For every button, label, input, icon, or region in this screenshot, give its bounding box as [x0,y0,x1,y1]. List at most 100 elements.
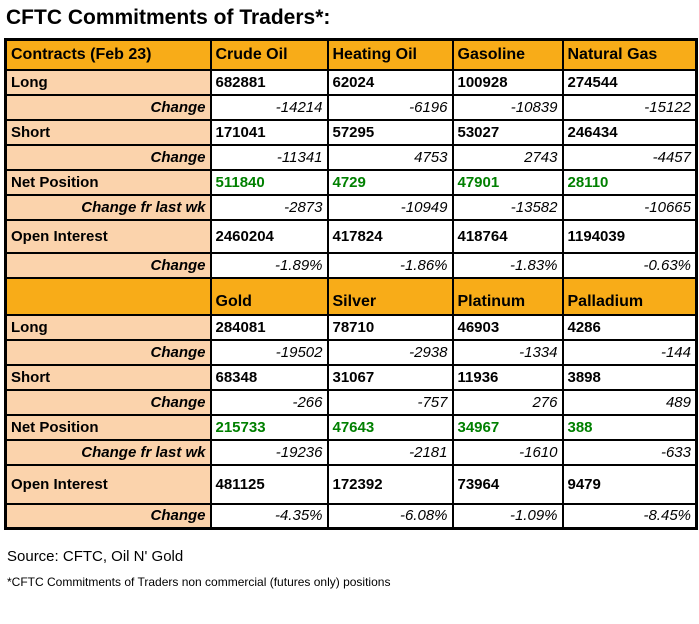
value-cell: -1.86% [326,251,454,279]
value-cell: -10839 [451,93,564,121]
value-cell: 2743 [451,143,564,171]
footnote-text: *CFTC Commitments of Traders non commerc… [7,575,391,589]
value-cell: 31067 [326,363,454,391]
row-label: Change [4,251,212,279]
row-label: Change [4,143,212,171]
value-cell: 57295 [326,118,454,146]
value-cell: 246434 [561,118,698,146]
value-cell: 215733 [209,413,329,441]
value-cell: 46903 [451,313,564,341]
value-cell: -266 [209,388,329,416]
column-header-blank [4,276,212,316]
value-cell: 62024 [326,68,454,96]
value-cell: 284081 [209,313,329,341]
value-cell: -19236 [209,438,329,466]
metals-row-net-position: Net Position 215733 47643 34967 388 [4,413,698,441]
energy-row-net-change-wk: Change fr last wk -2873 -10949 -13582 -1… [4,193,698,221]
metals-row-open-interest: Open Interest 481125 172392 73964 9479 [4,463,698,505]
row-label: Change [4,93,212,121]
value-cell: -11341 [209,143,329,171]
value-cell: 78710 [326,313,454,341]
metals-row-oi-change: Change -4.35% -6.08% -1.09% -8.45% [4,502,698,530]
column-header-natural-gas: Natural Gas [561,38,698,71]
row-label: Open Interest [4,218,212,254]
metals-row-long-change: Change -19502 -2938 -1334 -144 [4,338,698,366]
value-cell: 417824 [326,218,454,254]
metals-header-row: Gold Silver Platinum Palladium [4,276,698,316]
row-label: Net Position [4,413,212,441]
page-title: CFTC Commitments of Traders*: [6,6,331,29]
energy-row-net-position: Net Position 511840 4729 47901 28110 [4,168,698,196]
value-cell: 47643 [326,413,454,441]
row-label: Net Position [4,168,212,196]
value-cell: -757 [326,388,454,416]
value-cell: 34967 [451,413,564,441]
row-label: Change fr last wk [4,193,212,221]
column-header-contracts: Contracts (Feb 23) [4,38,212,71]
value-cell: -4.35% [209,502,329,530]
metals-row-short-change: Change -266 -757 276 489 [4,388,698,416]
column-header-gasoline: Gasoline [451,38,564,71]
row-label: Short [4,118,212,146]
cot-table: Contracts (Feb 23) Crude Oil Heating Oil… [4,38,698,530]
row-label: Change [4,338,212,366]
value-cell: -4457 [561,143,698,171]
metals-row-net-change-wk: Change fr last wk -19236 -2181 -1610 -63… [4,438,698,466]
value-cell: 11936 [451,363,564,391]
value-cell: 100928 [451,68,564,96]
value-cell: -1.83% [451,251,564,279]
row-label: Change fr last wk [4,438,212,466]
value-cell: 388 [561,413,698,441]
energy-row-long: Long 682881 62024 100928 274544 [4,68,698,96]
value-cell: -10949 [326,193,454,221]
column-header-gold: Gold [209,276,329,316]
value-cell: 418764 [451,218,564,254]
value-cell: 3898 [561,363,698,391]
value-cell: 481125 [209,463,329,505]
value-cell: 4729 [326,168,454,196]
value-cell: -14214 [209,93,329,121]
value-cell: -2873 [209,193,329,221]
value-cell: -10665 [561,193,698,221]
column-header-palladium: Palladium [561,276,698,316]
value-cell: -8.45% [561,502,698,530]
value-cell: -2181 [326,438,454,466]
metals-row-short: Short 68348 31067 11936 3898 [4,363,698,391]
column-header-heating-oil: Heating Oil [326,38,454,71]
row-label: Change [4,502,212,530]
value-cell: -19502 [209,338,329,366]
value-cell: -15122 [561,93,698,121]
value-cell: 47901 [451,168,564,196]
value-cell: 68348 [209,363,329,391]
value-cell: -13582 [451,193,564,221]
value-cell: 2460204 [209,218,329,254]
value-cell: -1.89% [209,251,329,279]
source-text: Source: CFTC, Oil N' Gold [7,548,184,565]
value-cell: 4753 [326,143,454,171]
value-cell: 1194039 [561,218,698,254]
value-cell: 171041 [209,118,329,146]
column-header-silver: Silver [326,276,454,316]
value-cell: -2938 [326,338,454,366]
value-cell: 9479 [561,463,698,505]
value-cell: 511840 [209,168,329,196]
value-cell: -144 [561,338,698,366]
row-label: Long [4,313,212,341]
value-cell: -0.63% [561,251,698,279]
value-cell: 276 [451,388,564,416]
energy-row-short-change: Change -11341 4753 2743 -4457 [4,143,698,171]
energy-row-long-change: Change -14214 -6196 -10839 -15122 [4,93,698,121]
column-header-platinum: Platinum [451,276,564,316]
value-cell: 682881 [209,68,329,96]
value-cell: -6.08% [326,502,454,530]
value-cell: -1.09% [451,502,564,530]
row-label: Open Interest [4,463,212,505]
metals-row-long: Long 284081 78710 46903 4286 [4,313,698,341]
row-label: Change [4,388,212,416]
column-header-crude-oil: Crude Oil [209,38,329,71]
value-cell: -633 [561,438,698,466]
row-label: Long [4,68,212,96]
page: CFTC Commitments of Traders*: Contracts … [4,6,698,589]
value-cell: 172392 [326,463,454,505]
value-cell: 53027 [451,118,564,146]
